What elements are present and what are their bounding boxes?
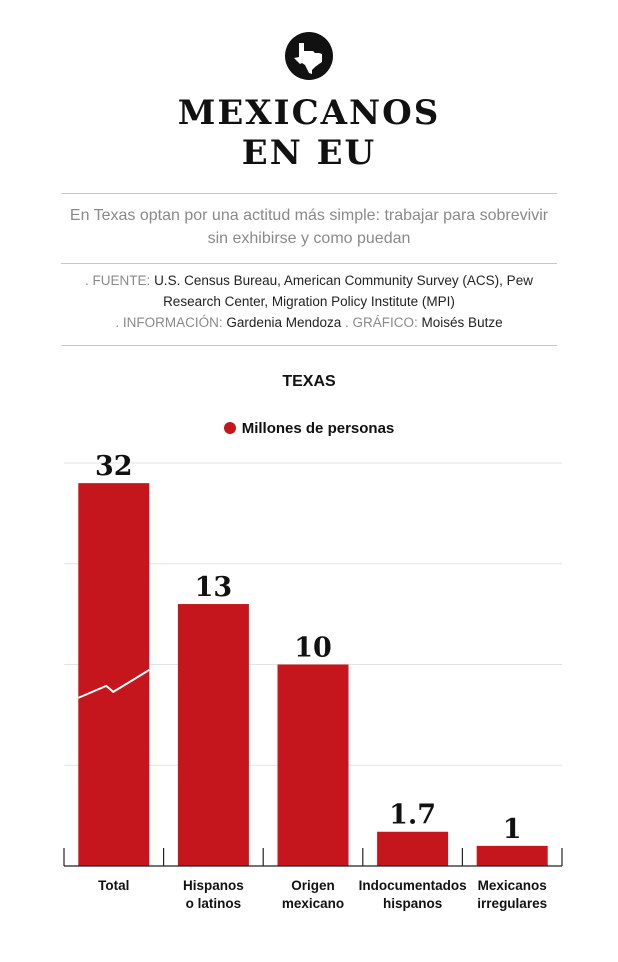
category-label: mexicano <box>282 896 344 911</box>
texas-map-icon <box>285 32 333 80</box>
category-label: Origen <box>291 878 335 893</box>
main-title-line2: EN EU <box>241 133 377 173</box>
value-label: 10 <box>294 633 332 664</box>
value-label: 1.7 <box>389 800 436 831</box>
legend-label: Millones de personas <box>241 420 395 437</box>
category-label: o latinos <box>186 896 242 911</box>
value-label: 1 <box>503 814 522 845</box>
info-text: Gardenia Mendoza <box>226 315 342 330</box>
category-label: Mexicanos <box>478 878 547 893</box>
main-title-line1: MEXICANOS <box>177 93 441 133</box>
category-label: Total <box>98 878 129 893</box>
bar-1 <box>78 483 150 866</box>
info-label: . INFORMACIÓN: <box>115 315 223 330</box>
axis-break-mark <box>77 669 150 699</box>
bar-2 <box>177 604 249 866</box>
bar-5 <box>476 845 548 866</box>
chart-legend: Millones de personas <box>0 420 618 437</box>
divider-bottom <box>61 345 557 346</box>
source-text: U.S. Census Bureau, American Community S… <box>154 273 533 309</box>
category-label: Indocumentados <box>359 878 467 893</box>
divider-top <box>61 193 557 194</box>
bar-chart: 32 Total 13 Hispanos o latinos 10 Origen mexica… <box>63 451 563 911</box>
value-label: 32 <box>95 451 133 482</box>
divider-middle <box>61 263 557 264</box>
credits-block: . FUENTE: U.S. Census Bureau, American C… <box>61 270 557 333</box>
chart-title: TEXAS <box>282 373 336 390</box>
subtitle: En Texas optan por una actitud más simpl… <box>69 207 549 247</box>
graphic-label: . GRÁFICO: <box>345 315 418 330</box>
bar-4 <box>377 831 449 866</box>
legend-dot-icon <box>223 422 236 434</box>
value-label: 13 <box>195 572 233 603</box>
category-label: Hispanos <box>183 878 244 893</box>
category-label: hispanos <box>383 896 442 911</box>
bar-3 <box>277 664 349 866</box>
graphic-text: Moisés Butze <box>421 315 503 330</box>
category-label: irregulares <box>477 896 547 911</box>
source-label: . FUENTE: <box>85 273 151 288</box>
